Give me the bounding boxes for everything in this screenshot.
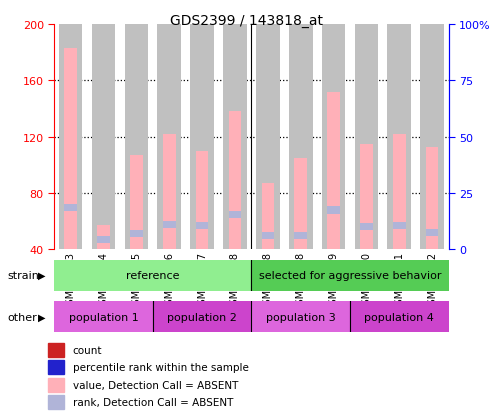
Bar: [322, 25, 346, 250]
Text: value, Detection Call = ABSENT: value, Detection Call = ABSENT: [73, 380, 238, 390]
Bar: [125, 25, 148, 250]
Text: population 1: population 1: [69, 312, 139, 322]
Bar: [289, 25, 313, 250]
Text: count: count: [73, 345, 102, 355]
Bar: [294, 159, 307, 250]
Bar: [48, 343, 64, 357]
Text: rank, Detection Call = ABSENT: rank, Detection Call = ABSENT: [73, 397, 233, 408]
Bar: [360, 145, 373, 250]
Text: selected for aggressive behavior: selected for aggressive behavior: [259, 271, 441, 281]
Bar: [59, 25, 82, 250]
Bar: [97, 226, 110, 250]
Bar: [229, 112, 241, 250]
Bar: [327, 93, 340, 250]
Bar: [327, 207, 340, 214]
Bar: [393, 223, 406, 230]
Text: ▶: ▶: [38, 312, 45, 322]
Bar: [262, 184, 274, 250]
Text: population 3: population 3: [266, 312, 336, 322]
Bar: [350, 301, 449, 332]
Text: ▶: ▶: [38, 271, 45, 280]
Bar: [294, 232, 307, 239]
Bar: [190, 25, 214, 250]
Bar: [360, 224, 373, 231]
Bar: [262, 232, 274, 239]
Text: percentile rank within the sample: percentile rank within the sample: [73, 362, 248, 373]
Bar: [223, 25, 247, 250]
Bar: [426, 230, 438, 237]
Bar: [426, 147, 438, 250]
Bar: [65, 49, 77, 250]
Bar: [153, 301, 251, 332]
Bar: [97, 237, 110, 244]
Bar: [196, 152, 209, 250]
Bar: [48, 360, 64, 374]
Bar: [65, 204, 77, 211]
Bar: [393, 135, 406, 250]
Bar: [163, 135, 176, 250]
Bar: [196, 223, 209, 230]
Text: population 4: population 4: [364, 312, 434, 322]
Bar: [387, 25, 411, 250]
Bar: [54, 301, 153, 332]
Text: GDS2399 / 143818_at: GDS2399 / 143818_at: [170, 14, 323, 28]
Bar: [48, 378, 64, 392]
Text: population 2: population 2: [167, 312, 237, 322]
Bar: [229, 211, 241, 218]
Bar: [251, 260, 449, 291]
Text: strain: strain: [7, 271, 39, 280]
Bar: [92, 25, 115, 250]
Bar: [130, 156, 142, 250]
Bar: [54, 260, 251, 291]
Bar: [163, 221, 176, 228]
Bar: [157, 25, 181, 250]
Bar: [421, 25, 444, 250]
Text: other: other: [7, 312, 37, 322]
Bar: [354, 25, 378, 250]
Bar: [251, 301, 350, 332]
Bar: [48, 396, 64, 410]
Bar: [130, 231, 142, 238]
Bar: [256, 25, 280, 250]
Text: reference: reference: [126, 271, 179, 281]
